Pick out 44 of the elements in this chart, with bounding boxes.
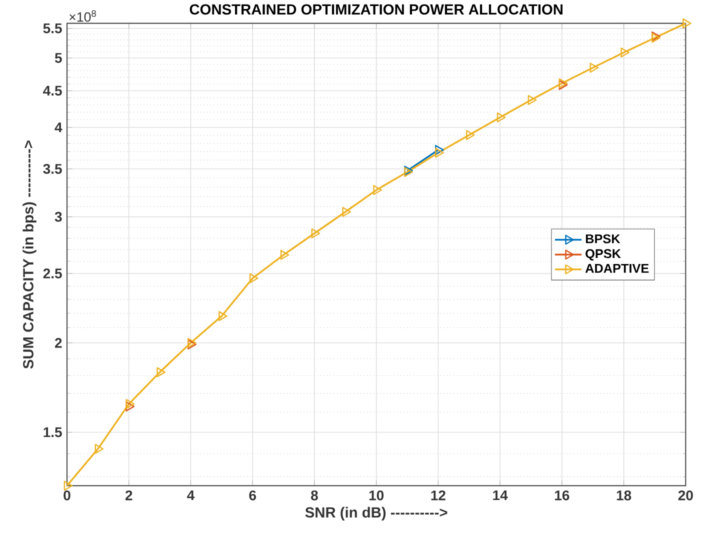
x-axis-title: SNR (in dB) ----------> bbox=[305, 506, 448, 520]
point bbox=[94, 444, 104, 454]
point bbox=[620, 48, 630, 58]
point bbox=[682, 18, 692, 28]
y-tick-label: 3 bbox=[54, 212, 62, 222]
x-tick-label: 18 bbox=[616, 490, 632, 500]
point bbox=[126, 399, 135, 409]
point bbox=[590, 62, 599, 73]
x-tick-label: 8 bbox=[311, 490, 318, 500]
point bbox=[496, 112, 506, 122]
x-tick-label: 12 bbox=[431, 490, 446, 500]
y-tick-label: 4 bbox=[54, 122, 62, 132]
x-tick-label: 0 bbox=[64, 490, 70, 500]
y-tick-label: 2.5 bbox=[43, 268, 62, 278]
x-tick-label: 14 bbox=[493, 490, 508, 500]
y-tick-label: 5 bbox=[54, 53, 62, 63]
point bbox=[218, 311, 228, 322]
y-tick-label: 4.5 bbox=[43, 86, 62, 96]
legend-label: ADAPTIVE bbox=[585, 264, 649, 273]
point bbox=[342, 206, 352, 217]
point bbox=[373, 185, 382, 196]
x-tick-label: 4 bbox=[187, 490, 195, 500]
legend-label: BPSK bbox=[586, 234, 620, 244]
x-tick-label: 6 bbox=[249, 490, 256, 500]
y-tick-label: 1.5 bbox=[44, 427, 62, 438]
x-tick-label: 10 bbox=[369, 490, 384, 500]
x-tick-label: 20 bbox=[678, 490, 693, 500]
point bbox=[249, 273, 258, 284]
point bbox=[156, 367, 166, 378]
y-axis-title: SUM CAPACITY (in bps) ----------> bbox=[22, 140, 36, 369]
point bbox=[466, 130, 475, 140]
y-tick-label: 2 bbox=[54, 338, 62, 348]
x-tick-label: 16 bbox=[555, 490, 570, 500]
point bbox=[528, 95, 537, 106]
point bbox=[280, 250, 290, 260]
y-tick-label: 5.5 bbox=[43, 24, 62, 34]
legend-label: QPSK bbox=[586, 249, 621, 261]
x-tick-label: 2 bbox=[125, 490, 132, 500]
y-tick-label: 3.5 bbox=[43, 164, 62, 174]
text: ×10$^{8}$ bbox=[70, 10, 96, 22]
point bbox=[311, 228, 320, 238]
chart-title: CONSTRAINED OPTIMIZATION POWER ALLOCATION bbox=[190, 4, 562, 15]
point bbox=[64, 480, 73, 491]
point bbox=[126, 401, 135, 412]
